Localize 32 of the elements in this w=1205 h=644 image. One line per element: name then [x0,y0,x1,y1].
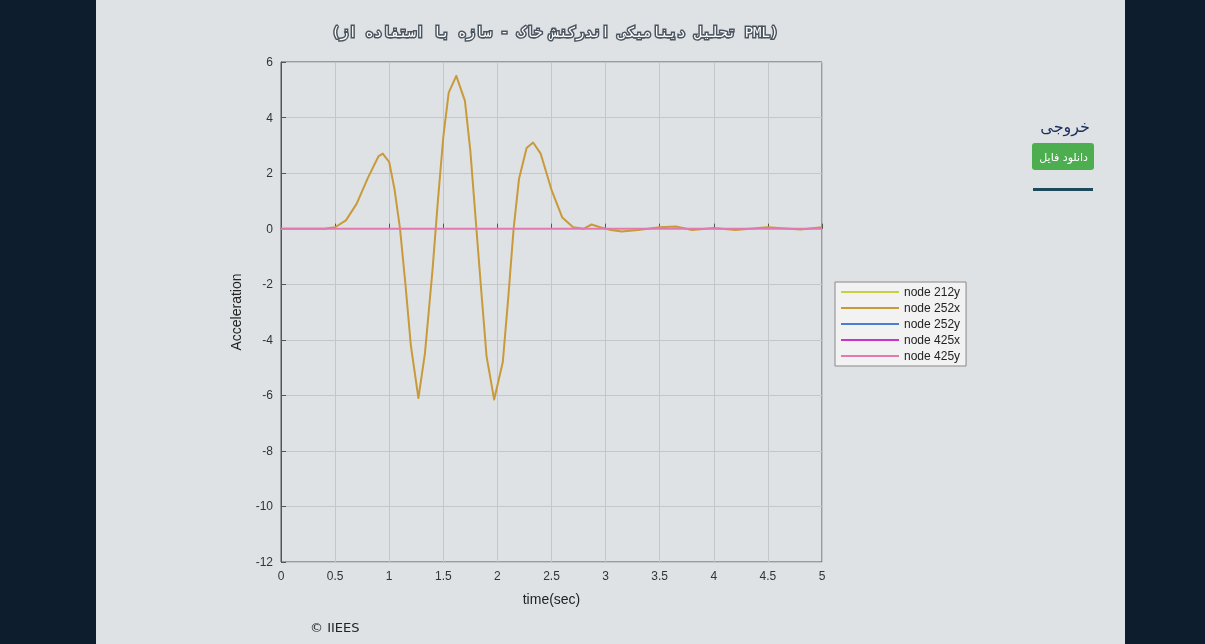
x-tick-label: 1 [385,569,393,583]
x-tick-label: 3.5 [651,569,669,583]
x-tick-label: 4 [710,569,718,583]
y-tick-label: -8 [262,443,274,458]
y-tick-label: 2 [266,166,274,181]
legend-label: node 252y [904,317,961,331]
chart-subtitle: (تحلیل دینامیکی اندرکنش خاک - سازه با استفاده از PML) [331,24,779,41]
x-axis-title: time(sec) [522,591,581,607]
y-tick-label: -4 [262,332,274,347]
x-tick-label: 0 [277,569,285,583]
y-tick-label: 6 [266,55,274,69]
x-tick-label: 2 [494,569,502,583]
legend-label: node 212y [904,285,961,299]
x-tick-label: 5 [818,569,826,583]
text: © IIEES [310,619,360,635]
legend-label: node 425x [904,333,961,347]
y-axis-title: Acceleration [228,273,244,351]
y-tick-label: -12 [255,555,274,569]
y-tick-label: 4 [266,110,274,125]
y-tick-label: -6 [262,388,274,403]
y-tick-label: -2 [262,277,274,292]
x-tick-label: 4.5 [759,569,777,583]
legend-label: node 425y [904,349,961,363]
y-tick-label: -10 [255,499,274,514]
x-tick-label: 2.5 [543,569,561,583]
legend-label: node 252x [904,301,961,315]
text: خروجی [1040,116,1090,137]
x-tick-label: 3 [602,569,610,583]
text: دانلود فایل [1039,150,1089,164]
y-tick-label: 0 [266,221,274,236]
x-tick-label: 1.5 [434,569,452,583]
x-tick-label: 0.5 [326,569,344,583]
